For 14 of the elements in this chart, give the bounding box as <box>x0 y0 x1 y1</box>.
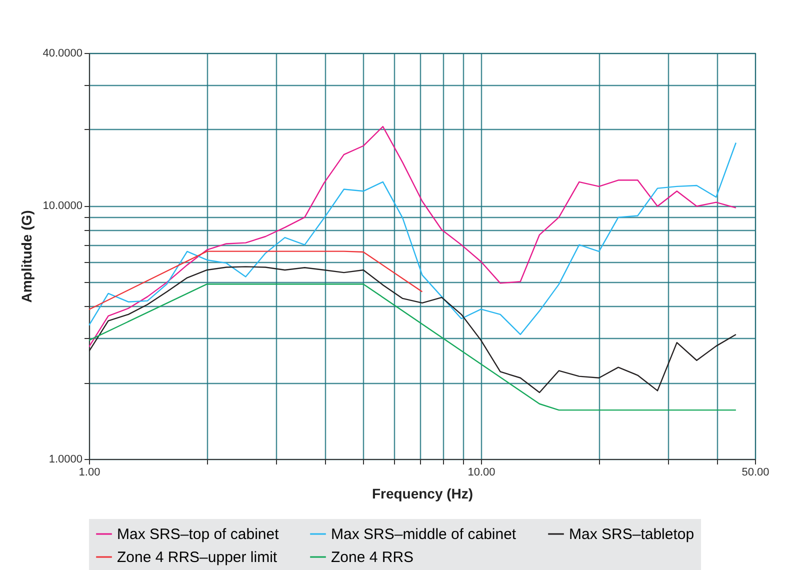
legend-label: Max SRS–middle of cabinet <box>331 526 517 543</box>
x-tick-label: 1.00 <box>78 466 100 478</box>
x-tick-label: 10.00 <box>468 466 496 478</box>
y-tick-label: 1.0000 <box>48 454 82 466</box>
x-tick-label: 50.00 <box>742 466 770 478</box>
y-axis-title: Amplitude (G) <box>18 210 35 303</box>
legend-label: Max SRS–tabletop <box>569 526 694 543</box>
y-tick-label: 10.0000 <box>42 200 82 212</box>
x-axis-title: Frequency (Hz) <box>372 486 474 502</box>
y-tick-label: 40.0000 <box>42 48 82 60</box>
legend-label: Max SRS–top of cabinet <box>117 526 280 543</box>
legend-label: Zone 4 RRS–upper limit <box>117 549 278 566</box>
legend-label: Zone 4 RRS <box>331 549 414 566</box>
line-series <box>89 266 737 394</box>
